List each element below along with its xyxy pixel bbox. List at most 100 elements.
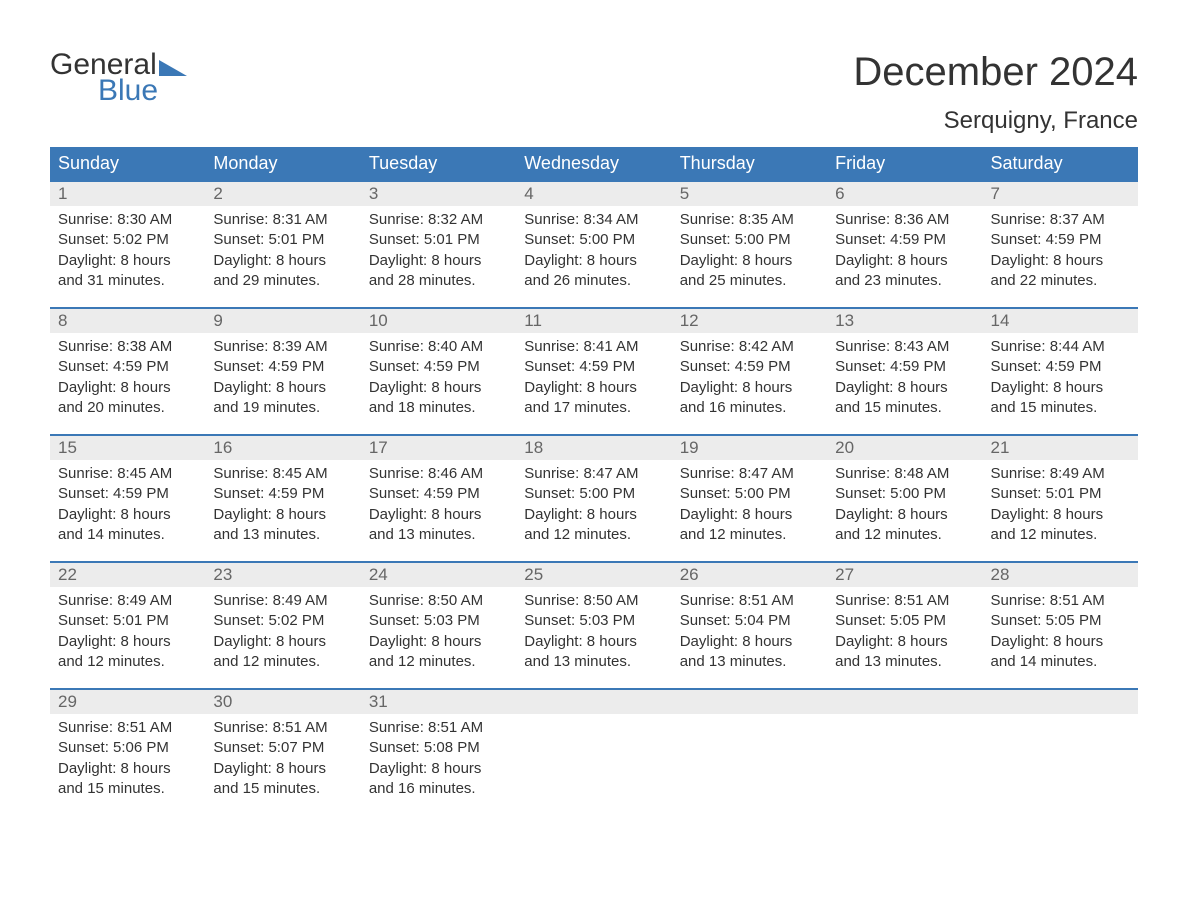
sunrise-line: Sunrise: 8:34 AM <box>524 210 663 230</box>
week-row: 1234567Sunrise: 8:30 AMSunset: 5:02 PMDa… <box>50 180 1138 307</box>
sunset-value: 5:02 PM <box>113 231 169 248</box>
day-number: 20 <box>827 436 982 460</box>
day-cell <box>672 714 827 815</box>
day-number: 15 <box>50 436 205 460</box>
day-number: 10 <box>361 309 516 333</box>
sunset-label: Sunset: <box>369 231 424 248</box>
daylight-line: Daylight: 8 hours and 13 minutes. <box>680 632 819 673</box>
page-title: December 2024 <box>853 50 1138 95</box>
sunrise-value: 8:41 AM <box>583 338 638 355</box>
sunrise-value: 8:51 AM <box>1050 592 1105 609</box>
weekday-header: Monday <box>205 147 360 180</box>
day-number: 14 <box>983 309 1138 333</box>
day-body-row: Sunrise: 8:45 AMSunset: 4:59 PMDaylight:… <box>50 460 1138 561</box>
daylight-label: Daylight: <box>369 506 432 523</box>
daylight-label: Daylight: <box>835 506 898 523</box>
weekday-header: Sunday <box>50 147 205 180</box>
sunset-value: 4:59 PM <box>1046 231 1102 248</box>
weekday-header: Thursday <box>672 147 827 180</box>
sunrise-label: Sunrise: <box>991 592 1050 609</box>
daylight-line: Daylight: 8 hours and 13 minutes. <box>369 505 508 546</box>
sunrise-label: Sunrise: <box>524 592 583 609</box>
sunset-line: Sunset: 5:05 PM <box>835 611 974 631</box>
sunset-value: 5:00 PM <box>890 485 946 502</box>
weekday-header: Saturday <box>983 147 1138 180</box>
sunset-label: Sunset: <box>524 485 579 502</box>
logo: General Blue <box>50 50 187 106</box>
sunrise-value: 8:42 AM <box>739 338 794 355</box>
daylight-label: Daylight: <box>524 379 587 396</box>
sunrise-label: Sunrise: <box>991 211 1050 228</box>
day-cell: Sunrise: 8:39 AMSunset: 4:59 PMDaylight:… <box>205 333 360 434</box>
sunset-value: 5:06 PM <box>113 739 169 756</box>
sunrise-value: 8:32 AM <box>428 211 483 228</box>
daylight-line: Daylight: 8 hours and 28 minutes. <box>369 251 508 292</box>
sunset-value: 4:59 PM <box>890 358 946 375</box>
day-cell <box>983 714 1138 815</box>
day-number: 12 <box>672 309 827 333</box>
daylight-line: Daylight: 8 hours and 31 minutes. <box>58 251 197 292</box>
sunrise-value: 8:51 AM <box>894 592 949 609</box>
sunrise-line: Sunrise: 8:37 AM <box>991 210 1130 230</box>
daylight-line: Daylight: 8 hours and 15 minutes. <box>835 378 974 419</box>
sunrise-label: Sunrise: <box>369 465 428 482</box>
day-body-row: Sunrise: 8:51 AMSunset: 5:06 PMDaylight:… <box>50 714 1138 815</box>
day-number: 18 <box>516 436 671 460</box>
day-number: 23 <box>205 563 360 587</box>
day-cell: Sunrise: 8:48 AMSunset: 5:00 PMDaylight:… <box>827 460 982 561</box>
day-cell <box>827 714 982 815</box>
sunset-label: Sunset: <box>524 231 579 248</box>
day-number <box>827 690 982 714</box>
daylight-label: Daylight: <box>835 633 898 650</box>
sunset-label: Sunset: <box>213 231 268 248</box>
sunset-label: Sunset: <box>991 612 1046 629</box>
sunset-value: 4:59 PM <box>890 231 946 248</box>
sunrise-line: Sunrise: 8:39 AM <box>213 337 352 357</box>
day-cell: Sunrise: 8:40 AMSunset: 4:59 PMDaylight:… <box>361 333 516 434</box>
daylight-line: Daylight: 8 hours and 15 minutes. <box>58 759 197 800</box>
sunset-label: Sunset: <box>58 358 113 375</box>
sunset-label: Sunset: <box>835 612 890 629</box>
day-cell: Sunrise: 8:47 AMSunset: 5:00 PMDaylight:… <box>516 460 671 561</box>
sunrise-label: Sunrise: <box>58 465 117 482</box>
daylight-label: Daylight: <box>369 252 432 269</box>
sunrise-label: Sunrise: <box>680 211 739 228</box>
sunset-value: 4:59 PM <box>735 358 791 375</box>
sunrise-value: 8:44 AM <box>1050 338 1105 355</box>
sunrise-label: Sunrise: <box>835 465 894 482</box>
sunrise-label: Sunrise: <box>369 338 428 355</box>
day-cell: Sunrise: 8:47 AMSunset: 5:00 PMDaylight:… <box>672 460 827 561</box>
sunset-line: Sunset: 4:59 PM <box>835 357 974 377</box>
daylight-label: Daylight: <box>58 252 121 269</box>
sunset-label: Sunset: <box>369 358 424 375</box>
sunset-line: Sunset: 5:03 PM <box>369 611 508 631</box>
daylight-line: Daylight: 8 hours and 23 minutes. <box>835 251 974 292</box>
sunset-line: Sunset: 5:00 PM <box>524 484 663 504</box>
week-row: 891011121314Sunrise: 8:38 AMSunset: 4:59… <box>50 307 1138 434</box>
sunrise-value: 8:47 AM <box>583 465 638 482</box>
daylight-line: Daylight: 8 hours and 12 minutes. <box>524 505 663 546</box>
location-label: Serquigny, France <box>853 107 1138 135</box>
sunrise-label: Sunrise: <box>680 465 739 482</box>
sunrise-label: Sunrise: <box>991 338 1050 355</box>
sunrise-label: Sunrise: <box>835 211 894 228</box>
sunset-line: Sunset: 4:59 PM <box>213 357 352 377</box>
sunset-line: Sunset: 4:59 PM <box>369 357 508 377</box>
day-cell: Sunrise: 8:30 AMSunset: 5:02 PMDaylight:… <box>50 206 205 307</box>
sunrise-label: Sunrise: <box>369 719 428 736</box>
daylight-label: Daylight: <box>213 633 276 650</box>
daylight-label: Daylight: <box>680 633 743 650</box>
day-number: 27 <box>827 563 982 587</box>
sunrise-label: Sunrise: <box>58 338 117 355</box>
weekday-header: Wednesday <box>516 147 671 180</box>
daylight-line: Daylight: 8 hours and 12 minutes. <box>680 505 819 546</box>
sunset-value: 5:05 PM <box>890 612 946 629</box>
day-number: 9 <box>205 309 360 333</box>
sunrise-label: Sunrise: <box>213 338 272 355</box>
sunrise-line: Sunrise: 8:45 AM <box>58 464 197 484</box>
day-number: 3 <box>361 182 516 206</box>
sunrise-line: Sunrise: 8:51 AM <box>369 718 508 738</box>
sunset-label: Sunset: <box>369 485 424 502</box>
daylight-label: Daylight: <box>524 506 587 523</box>
sunrise-line: Sunrise: 8:36 AM <box>835 210 974 230</box>
